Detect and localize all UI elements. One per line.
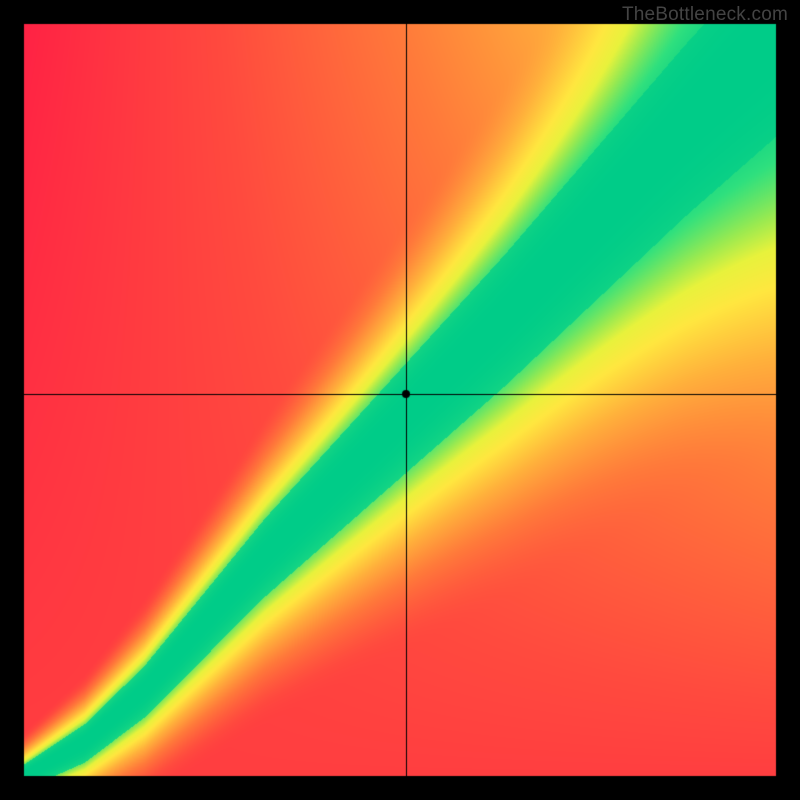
chart-container: TheBottleneck.com <box>0 0 800 800</box>
heatmap-canvas <box>0 0 800 800</box>
watermark-text: TheBottleneck.com <box>622 4 788 26</box>
